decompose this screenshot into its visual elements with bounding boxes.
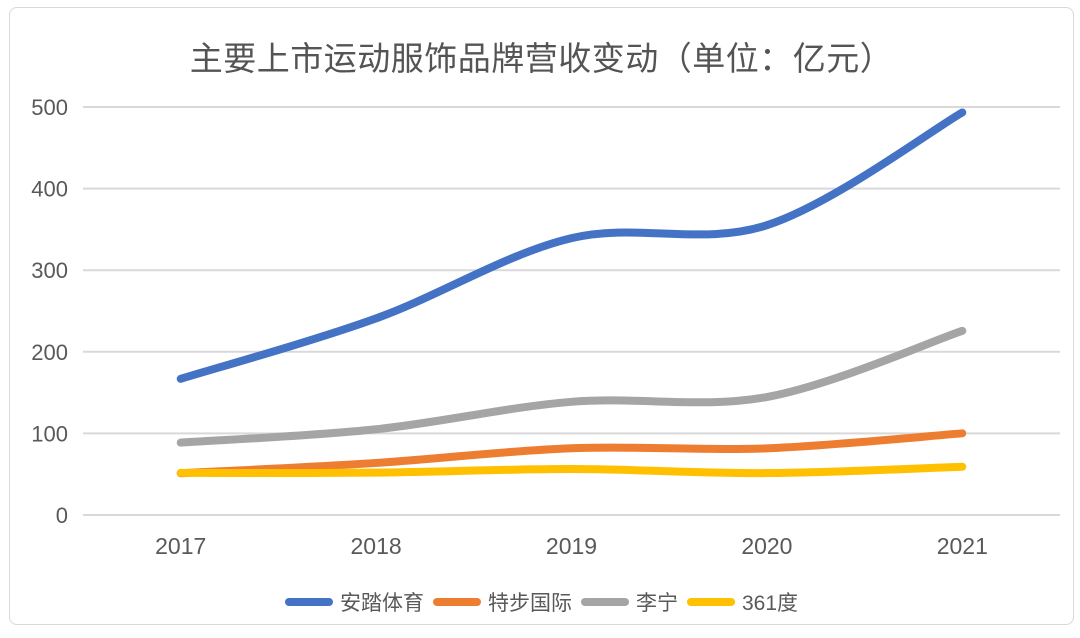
legend-swatch-anta: [285, 598, 333, 606]
legend-label-xtep: 特步国际: [488, 587, 572, 617]
x-axis-tick-label: 2019: [546, 533, 597, 559]
x-axis-tick-label: 2017: [155, 533, 206, 559]
y-axis-tick-label: 200: [31, 340, 68, 365]
y-axis-tick-label: 0: [56, 503, 68, 528]
chart-legend: 安踏体育 特步国际 李宁 361度: [10, 587, 1073, 617]
x-axis-tick-label: 2021: [937, 533, 988, 559]
legend-item-anta: 安踏体育: [285, 587, 424, 617]
legend-label-anta: 安踏体育: [340, 587, 424, 617]
legend-item-361du: 361度: [687, 587, 798, 617]
series-line-anta: [181, 112, 963, 378]
legend-item-lining: 李宁: [581, 587, 678, 617]
legend-item-xtep: 特步国际: [433, 587, 572, 617]
legend-swatch-lining: [581, 598, 629, 606]
x-axis-tick-label: 2018: [351, 533, 402, 559]
legend-label-361du: 361度: [742, 587, 798, 617]
y-axis-tick-label: 100: [31, 421, 68, 446]
legend-swatch-361du: [687, 598, 735, 606]
y-axis-tick-label: 500: [31, 95, 68, 120]
x-axis-tick-label: 2020: [741, 533, 792, 559]
line-chart-plot-area: 0 100 200 300 400 500 2017 2018 2019 2020 2021: [10, 8, 1080, 638]
legend-label-lining: 李宁: [636, 587, 678, 617]
y-axis-tick-label: 300: [31, 258, 68, 283]
legend-swatch-xtep: [433, 598, 481, 606]
y-axis-tick-label: 400: [31, 177, 68, 202]
